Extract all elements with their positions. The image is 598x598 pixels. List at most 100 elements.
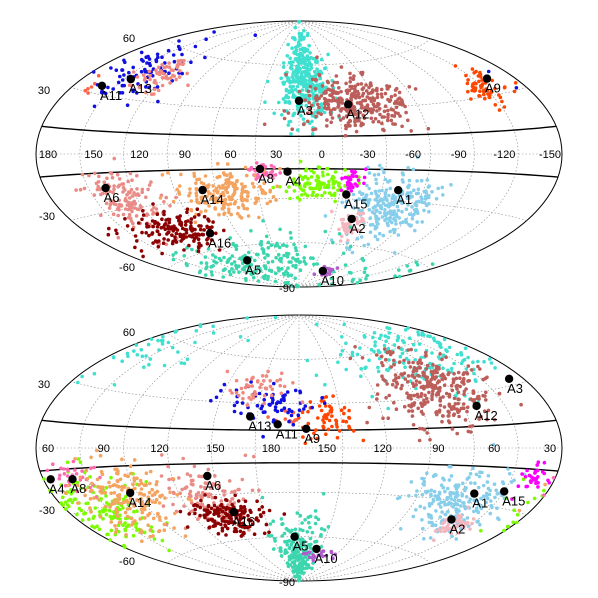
cluster-label-a2: A2 (450, 521, 466, 536)
data-point (216, 161, 220, 166)
data-point (242, 505, 247, 509)
data-point (297, 61, 301, 66)
data-point (277, 245, 282, 250)
data-point (429, 513, 433, 518)
data-point (254, 161, 259, 165)
data-point (108, 484, 112, 489)
data-point (353, 84, 358, 88)
data-point (185, 357, 190, 362)
data-point (88, 506, 92, 510)
data-point (108, 189, 112, 194)
data-point (269, 269, 274, 274)
data-point (351, 174, 355, 179)
data-point (272, 165, 276, 170)
data-point (128, 171, 133, 176)
data-point (429, 377, 434, 382)
data-point (174, 77, 178, 82)
data-point (155, 71, 159, 75)
data-point (263, 256, 267, 260)
data-point (304, 103, 309, 108)
data-point (283, 539, 287, 544)
data-point (512, 89, 517, 94)
data-point (194, 181, 198, 185)
data-point (438, 403, 443, 408)
data-point (449, 531, 454, 536)
data-point (279, 76, 284, 81)
data-point (195, 197, 199, 202)
data-point (161, 225, 166, 229)
data-point (322, 528, 327, 532)
data-point (291, 381, 295, 385)
data-point (307, 107, 312, 111)
data-point (233, 493, 237, 498)
data-point (170, 241, 175, 246)
data-point (256, 279, 261, 283)
data-point (268, 189, 273, 194)
data-point (245, 207, 250, 211)
data-point (232, 409, 237, 414)
data-point (339, 408, 344, 413)
data-point (402, 340, 406, 345)
data-point (547, 481, 551, 485)
data-point (233, 529, 238, 533)
data-point (375, 392, 380, 396)
data-point (361, 192, 365, 196)
data-point (138, 204, 143, 208)
data-point (154, 482, 159, 487)
data-point (351, 192, 356, 197)
data-point (104, 512, 109, 517)
data-point (239, 516, 243, 521)
data-point (116, 500, 120, 505)
data-point (131, 482, 135, 487)
data-point (194, 492, 199, 497)
data-point (199, 498, 203, 503)
data-point (375, 383, 380, 387)
data-point (313, 509, 318, 513)
data-point (331, 556, 335, 561)
data-point (414, 368, 419, 373)
data-point (142, 483, 147, 488)
data-point (345, 108, 349, 113)
data-point (303, 98, 308, 102)
data-point (407, 360, 411, 365)
data-point (239, 194, 244, 198)
data-point (211, 331, 216, 335)
data-point (415, 263, 420, 267)
data-point (116, 235, 121, 240)
sky-map-panel-1: 180 150 120 90 60 30 0 -30 -60 -90 -120 -1506030-30… (35, 19, 563, 295)
data-point (95, 477, 100, 482)
data-point (477, 397, 481, 401)
data-point (171, 229, 176, 233)
data-point (414, 191, 419, 196)
data-point (249, 518, 253, 523)
data-point (298, 159, 303, 164)
data-point (362, 196, 366, 201)
lon-tick-label: 120 (150, 443, 168, 455)
data-point (188, 226, 193, 230)
data-point (288, 56, 293, 61)
data-point (392, 251, 397, 255)
data-point (135, 75, 140, 79)
data-point (406, 203, 410, 207)
data-point (144, 480, 148, 484)
data-point (306, 111, 310, 115)
data-point (379, 354, 384, 359)
data-point (291, 565, 295, 569)
data-point (217, 511, 221, 515)
data-point (103, 491, 108, 495)
data-point (402, 358, 406, 363)
data-point (99, 497, 103, 501)
data-point (385, 382, 389, 386)
data-point (278, 166, 282, 171)
data-point (326, 172, 330, 177)
data-point (359, 235, 364, 239)
data-point (179, 172, 183, 177)
data-point (161, 241, 166, 245)
data-point (255, 380, 260, 384)
data-point (300, 70, 305, 74)
data-point (148, 534, 152, 539)
data-point (410, 216, 415, 221)
data-point (397, 216, 402, 220)
data-point (452, 498, 457, 503)
data-point (460, 492, 465, 497)
